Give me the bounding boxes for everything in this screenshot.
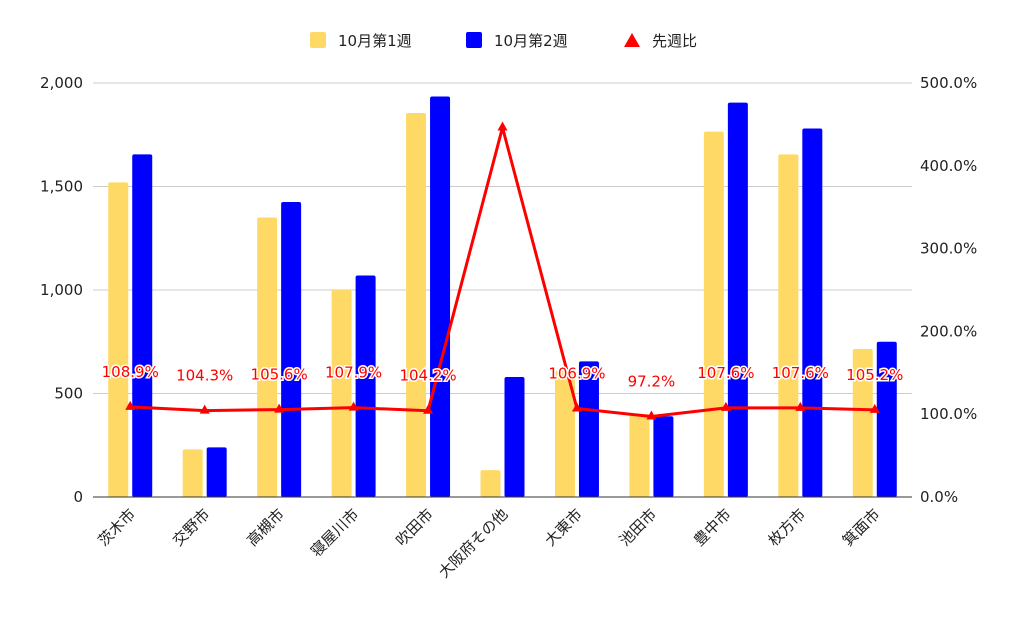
x-tick-label: 吹田市 xyxy=(392,505,437,550)
line-marker xyxy=(646,410,657,420)
line-marker xyxy=(720,401,731,411)
y-right-tick-label: 400.0% xyxy=(920,157,977,175)
legend-swatch xyxy=(624,33,640,47)
data-label: 106.9% xyxy=(548,364,605,382)
data-label: 107.6% xyxy=(772,364,829,382)
bar xyxy=(430,96,451,497)
bar xyxy=(132,154,153,498)
x-tick-label: 大阪府その他 xyxy=(435,505,511,581)
x-tick-label: 大東市 xyxy=(541,505,586,550)
data-label: 107.6% xyxy=(697,364,754,382)
bar xyxy=(257,217,278,498)
line-marker xyxy=(869,403,880,413)
bar xyxy=(504,376,525,497)
line-marker xyxy=(423,404,434,414)
x-tick-label: 茨木市 xyxy=(94,505,139,550)
bar xyxy=(480,470,501,497)
y-right-tick-label: 0.0% xyxy=(920,488,958,506)
line-marker xyxy=(795,401,806,411)
bar xyxy=(206,447,227,497)
bar xyxy=(182,449,203,497)
bar xyxy=(852,348,873,497)
bar xyxy=(554,370,575,497)
legend-label: 先週比 xyxy=(652,32,697,50)
bar xyxy=(281,202,302,497)
data-label: 108.9% xyxy=(102,363,159,381)
line-marker xyxy=(571,402,582,412)
bar xyxy=(727,102,748,497)
bar xyxy=(778,154,799,498)
legend-label: 10月第1週 xyxy=(338,32,412,50)
x-tick-label: 枚方市 xyxy=(765,505,810,550)
legend-swatch xyxy=(310,32,326,48)
line-marker xyxy=(125,400,136,410)
line-path xyxy=(130,126,875,419)
y-left-tick-label: 1,500 xyxy=(40,178,83,196)
bar xyxy=(108,182,129,498)
bar xyxy=(629,414,650,497)
x-tick-label: 池田市 xyxy=(616,505,661,550)
data-label: 105.2% xyxy=(846,366,903,384)
line-marker xyxy=(274,403,285,413)
y-right-tick-label: 500.0% xyxy=(920,74,977,92)
bar xyxy=(703,131,724,497)
bar xyxy=(876,341,897,497)
bar xyxy=(578,361,599,497)
data-labels: 108.9% 104.3% 105.6% 107.9% 104.2% 106.9% 97.2… xyxy=(100,361,905,392)
legend: 10月第1週 10月第2週 先週比 xyxy=(310,32,697,50)
x-tick-label: 箕面市 xyxy=(839,505,884,550)
y-left-tick-label: 1,000 xyxy=(40,281,83,299)
x-tick-label: 高槻市 xyxy=(243,505,288,550)
data-label: 107.9% xyxy=(325,364,382,382)
y-right-tick-label: 300.0% xyxy=(920,240,977,258)
y-left-tick-label: 0 xyxy=(73,488,83,506)
bar xyxy=(653,416,674,497)
data-label: 104.2% xyxy=(399,367,456,385)
legend-label: 10月第2週 xyxy=(494,32,568,50)
x-tick-label: 寝屋川市 xyxy=(307,505,362,560)
line-marker xyxy=(348,401,359,411)
data-label: 104.3% xyxy=(176,367,233,385)
y-left-tick-label: 500 xyxy=(54,385,83,403)
line-marker xyxy=(199,404,210,414)
data-label: 105.6% xyxy=(251,366,308,384)
data-label: 97.2% xyxy=(628,373,676,391)
y-right-tick-label: 100.0% xyxy=(920,405,977,423)
line-series xyxy=(125,121,880,420)
legend-swatch xyxy=(466,32,482,48)
line-marker xyxy=(497,121,508,131)
gridlines xyxy=(93,82,912,394)
bar xyxy=(331,290,352,497)
bar-series xyxy=(108,96,897,498)
bar xyxy=(406,113,427,497)
x-tick-label: 豊中市 xyxy=(690,505,735,550)
bar xyxy=(355,275,376,497)
y-left-tick-label: 2,000 xyxy=(40,74,83,92)
bar xyxy=(802,128,823,498)
y-right-tick-label: 200.0% xyxy=(920,322,977,340)
x-tick-label: 交野市 xyxy=(169,505,214,550)
